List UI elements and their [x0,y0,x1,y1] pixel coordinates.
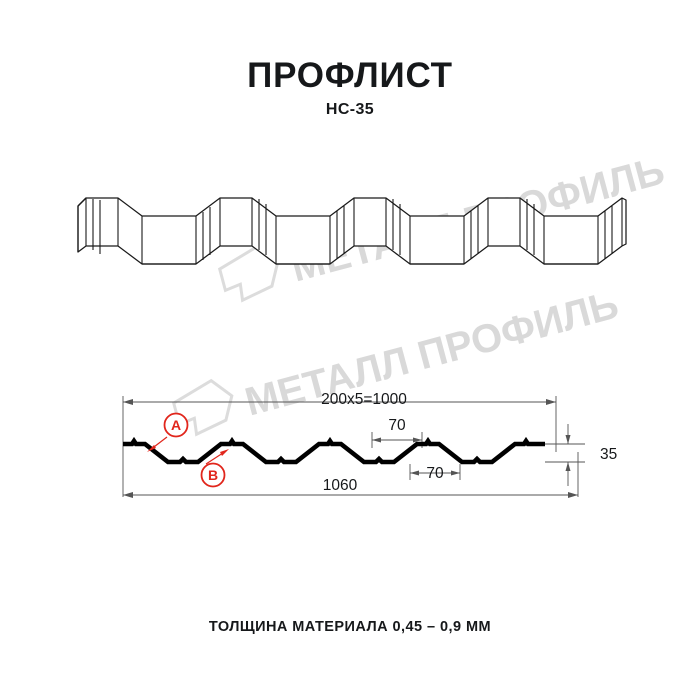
dimension-bottom-valley-label: 70 [426,465,444,482]
callout-a-circle [163,412,189,438]
dimension-total-width-label: 1060 [323,477,358,494]
product-model-label: НС-35 [325,101,375,118]
callout-a-label: A [171,417,181,433]
callout-b-label: B [208,467,218,483]
dimension-pitch-label: 200x5=1000 [321,391,407,408]
callout-b-circle [200,462,226,488]
isometric-profile-body [77,197,627,265]
callout-b: B [200,449,229,488]
dimension-arrowheads [123,399,578,498]
page-title: ПРОФЛИСТ [247,56,453,95]
dimension-top-flange-label: 70 [388,417,406,434]
dimension-height-label: 35 [600,446,617,463]
material-thickness-note: ТОЛЩИНА МАТЕРИАЛА 0,45 – 0,9 ММ [208,619,492,635]
callout-a: A [147,412,189,452]
profile-section-path [123,436,545,465]
